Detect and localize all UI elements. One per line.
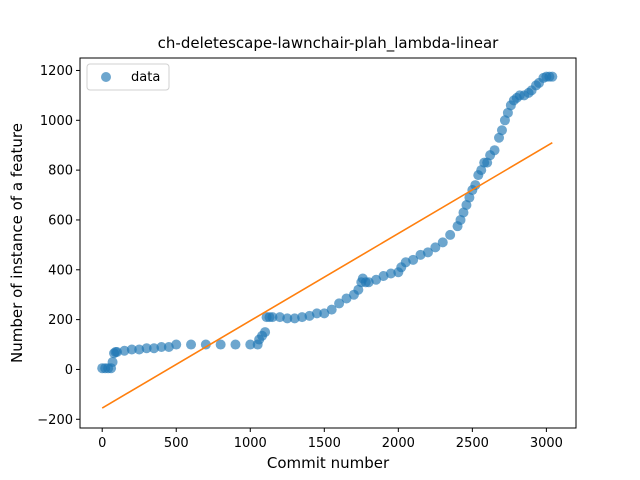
data-point — [408, 254, 419, 265]
data-point — [126, 344, 137, 355]
y-tick-label: 600 — [48, 213, 73, 228]
data-point — [282, 313, 293, 324]
y-tick-label: 1200 — [40, 64, 73, 79]
x-tick-label: 2500 — [456, 436, 489, 451]
legend-marker-data — [101, 72, 111, 82]
data-point — [445, 229, 456, 240]
data-point — [186, 339, 197, 350]
y-axis: −200 0 200 400 600 800 1000 1200 — [37, 64, 80, 428]
y-tick-label: −200 — [37, 413, 73, 428]
data-point — [334, 298, 345, 309]
data-point — [437, 237, 448, 248]
x-axis: 0 500 1000 1500 2000 2500 3000 — [98, 428, 563, 451]
data-point — [134, 344, 145, 355]
data-point — [215, 339, 226, 350]
data-point — [156, 342, 167, 353]
y-tick-label: 0 — [65, 363, 73, 378]
y-tick-label: 1000 — [40, 114, 73, 129]
y-tick-label: 400 — [48, 263, 73, 278]
data-point — [200, 339, 211, 350]
data-point — [496, 125, 507, 136]
data-point — [107, 356, 118, 367]
x-tick-label: 1000 — [234, 436, 267, 451]
data-point — [311, 308, 322, 319]
data-point — [274, 312, 285, 323]
plot-frame — [79, 57, 577, 429]
legend-label-data: data — [131, 70, 160, 85]
plot-marks — [97, 71, 558, 409]
legend-box — [86, 63, 170, 91]
x-tick-label: 500 — [164, 436, 189, 451]
data-point — [112, 347, 123, 358]
data-point — [297, 312, 308, 323]
y-tick-label: 200 — [48, 313, 73, 328]
data-point — [422, 247, 433, 258]
data-point — [230, 339, 241, 350]
data-point — [260, 327, 271, 338]
data-point — [171, 339, 182, 350]
chart-title: ch-deletescape-lawnchair-plah_lambda-lin… — [158, 34, 499, 53]
y-tick-label: 800 — [48, 164, 73, 179]
data-point — [470, 180, 481, 191]
data-point — [430, 242, 441, 253]
legend: data — [86, 63, 170, 91]
data-point — [326, 304, 337, 315]
data-point — [289, 313, 300, 324]
x-axis-label: Commit number — [267, 454, 390, 472]
data-point — [371, 274, 382, 285]
x-tick-label: 1500 — [308, 436, 341, 451]
data-point — [319, 308, 330, 319]
data-point — [245, 339, 256, 350]
data-point — [341, 293, 352, 304]
x-tick-label: 3000 — [530, 436, 563, 451]
data-point — [141, 343, 152, 354]
data-point — [385, 268, 396, 279]
data-point — [149, 343, 160, 354]
data-point — [119, 345, 130, 356]
x-tick-label: 2000 — [382, 436, 415, 451]
x-tick-label: 0 — [98, 436, 106, 451]
data-point — [267, 312, 278, 323]
data-point — [547, 71, 558, 82]
data-point — [489, 145, 500, 156]
y-axis-label: Number of instance of a feature — [8, 123, 26, 363]
linear-fit-line — [101, 142, 553, 409]
